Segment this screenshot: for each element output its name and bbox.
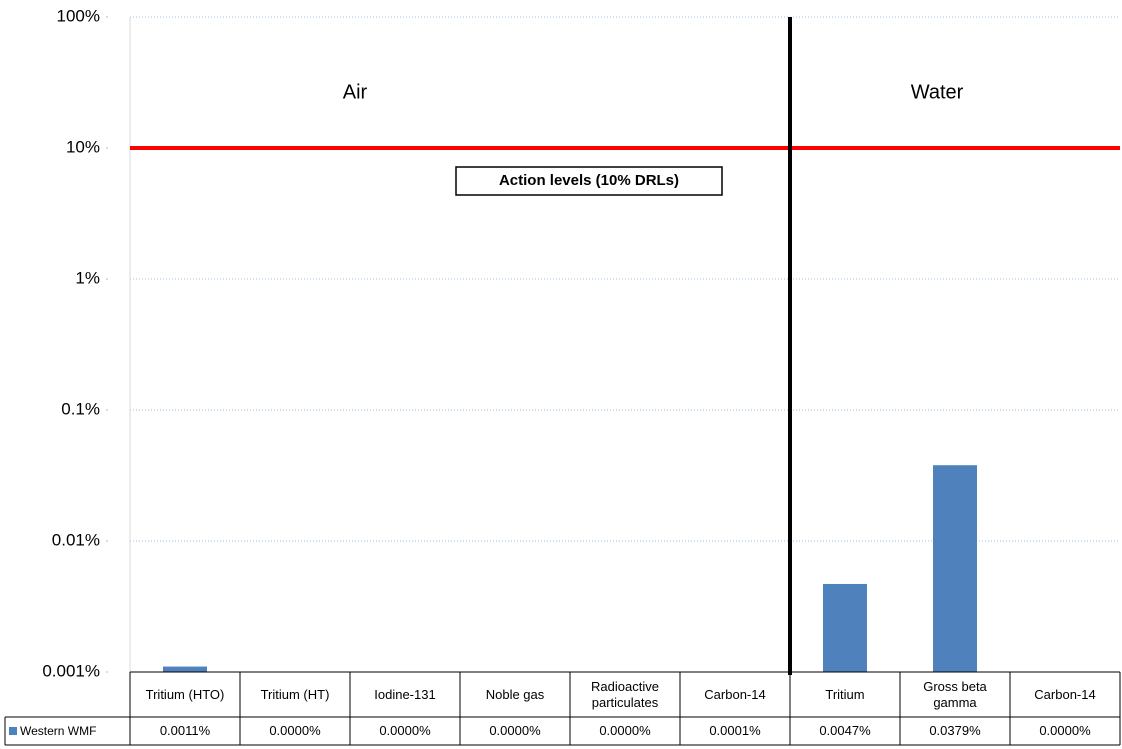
bar [823, 583, 867, 672]
bar [933, 465, 977, 672]
group-label: Water [911, 81, 964, 103]
category-label: Tritium [825, 686, 865, 702]
value-label: 0.0000% [269, 723, 321, 738]
value-label: 0.0047% [819, 723, 871, 738]
y-tick-label: 10% [66, 137, 100, 156]
group-label: Air [343, 81, 368, 103]
legend-entry: Western WMF [5, 717, 130, 745]
bar [163, 666, 207, 672]
legend-label: Western WMF [20, 724, 97, 738]
legend-swatch [9, 727, 17, 735]
y-tick-label: 0.1% [61, 399, 100, 418]
category-label: Iodine-131 [374, 686, 436, 702]
category-label: Noble gas [485, 686, 545, 702]
annotation-box [455, 166, 723, 196]
value-label: 0.0379% [929, 723, 981, 738]
value-label: 0.0000% [599, 723, 651, 738]
y-tick-label: 0.001% [42, 661, 100, 680]
category-label: Tritium (HTO) [145, 686, 225, 702]
value-label: 0.0000% [379, 723, 431, 738]
category-label: Radioactive particulates [591, 678, 659, 710]
category-label: Gross beta gamma [923, 678, 987, 710]
annotation: Action levels (10% DRLs) [499, 172, 679, 189]
value-label: 0.0011% [159, 723, 211, 738]
value-label: 0.0000% [1039, 723, 1091, 738]
y-tick-label: 1% [75, 268, 100, 287]
value-label: 0.0000% [489, 723, 541, 738]
category-label: Carbon-14 [1034, 686, 1096, 702]
y-tick-label: 100% [57, 6, 100, 25]
value-label: 0.0001% [709, 723, 761, 738]
category-label: Carbon-14 [704, 686, 766, 702]
category-label: Tritium (HT) [260, 686, 330, 702]
y-tick-label: 0.01% [52, 530, 100, 549]
